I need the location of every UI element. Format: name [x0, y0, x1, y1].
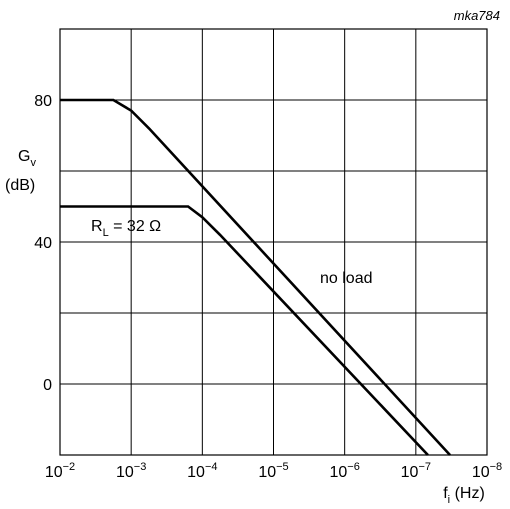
figure-code: mka784 — [454, 8, 500, 23]
y-tick-label: 40 — [34, 235, 52, 252]
grid-lines — [60, 29, 487, 455]
y-tick-label: 0 — [43, 377, 52, 394]
series-label-rl-main: R — [91, 218, 103, 235]
series-label-rl-32: RL = 32 Ω — [91, 218, 161, 239]
series-line-no-load — [60, 98, 451, 456]
x-axis-label: fi (Hz) — [443, 485, 485, 506]
y-axis-label-symbol: Gv — [18, 148, 36, 169]
x-axis-label-unit: (Hz) — [450, 485, 485, 502]
series-label-no-load: no load — [320, 270, 373, 287]
series-label-rl-value: = 32 Ω — [109, 218, 161, 235]
y-axis-label-main: G — [18, 148, 30, 165]
x-tick-label: 10−3 — [116, 461, 146, 481]
x-tick-label: 10−2 — [45, 461, 75, 481]
x-tick-label: 10−5 — [258, 461, 288, 481]
y-tick-labels: 80 40 0 — [34, 93, 52, 394]
x-tick-label: 10−7 — [401, 461, 431, 481]
y-tick-label: 80 — [34, 93, 52, 110]
x-tick-label: 10−8 — [472, 461, 502, 481]
x-axis-label-main: f — [443, 485, 448, 502]
series-line-rl-32 — [60, 205, 429, 456]
x-tick-label: 10−4 — [187, 461, 217, 481]
y-axis-label-subscript: v — [30, 157, 36, 169]
series-label-rl-subscript: L — [103, 227, 109, 239]
x-tick-label: 10−6 — [329, 461, 359, 481]
x-axis-label-subscript: i — [448, 494, 450, 506]
plot-frame — [59, 28, 488, 456]
x-tick-labels: 10−2 10−3 10−4 10−5 10−6 10−7 10−8 — [45, 461, 502, 481]
data-series — [60, 98, 451, 456]
y-axis-label-unit: (dB) — [5, 177, 35, 194]
